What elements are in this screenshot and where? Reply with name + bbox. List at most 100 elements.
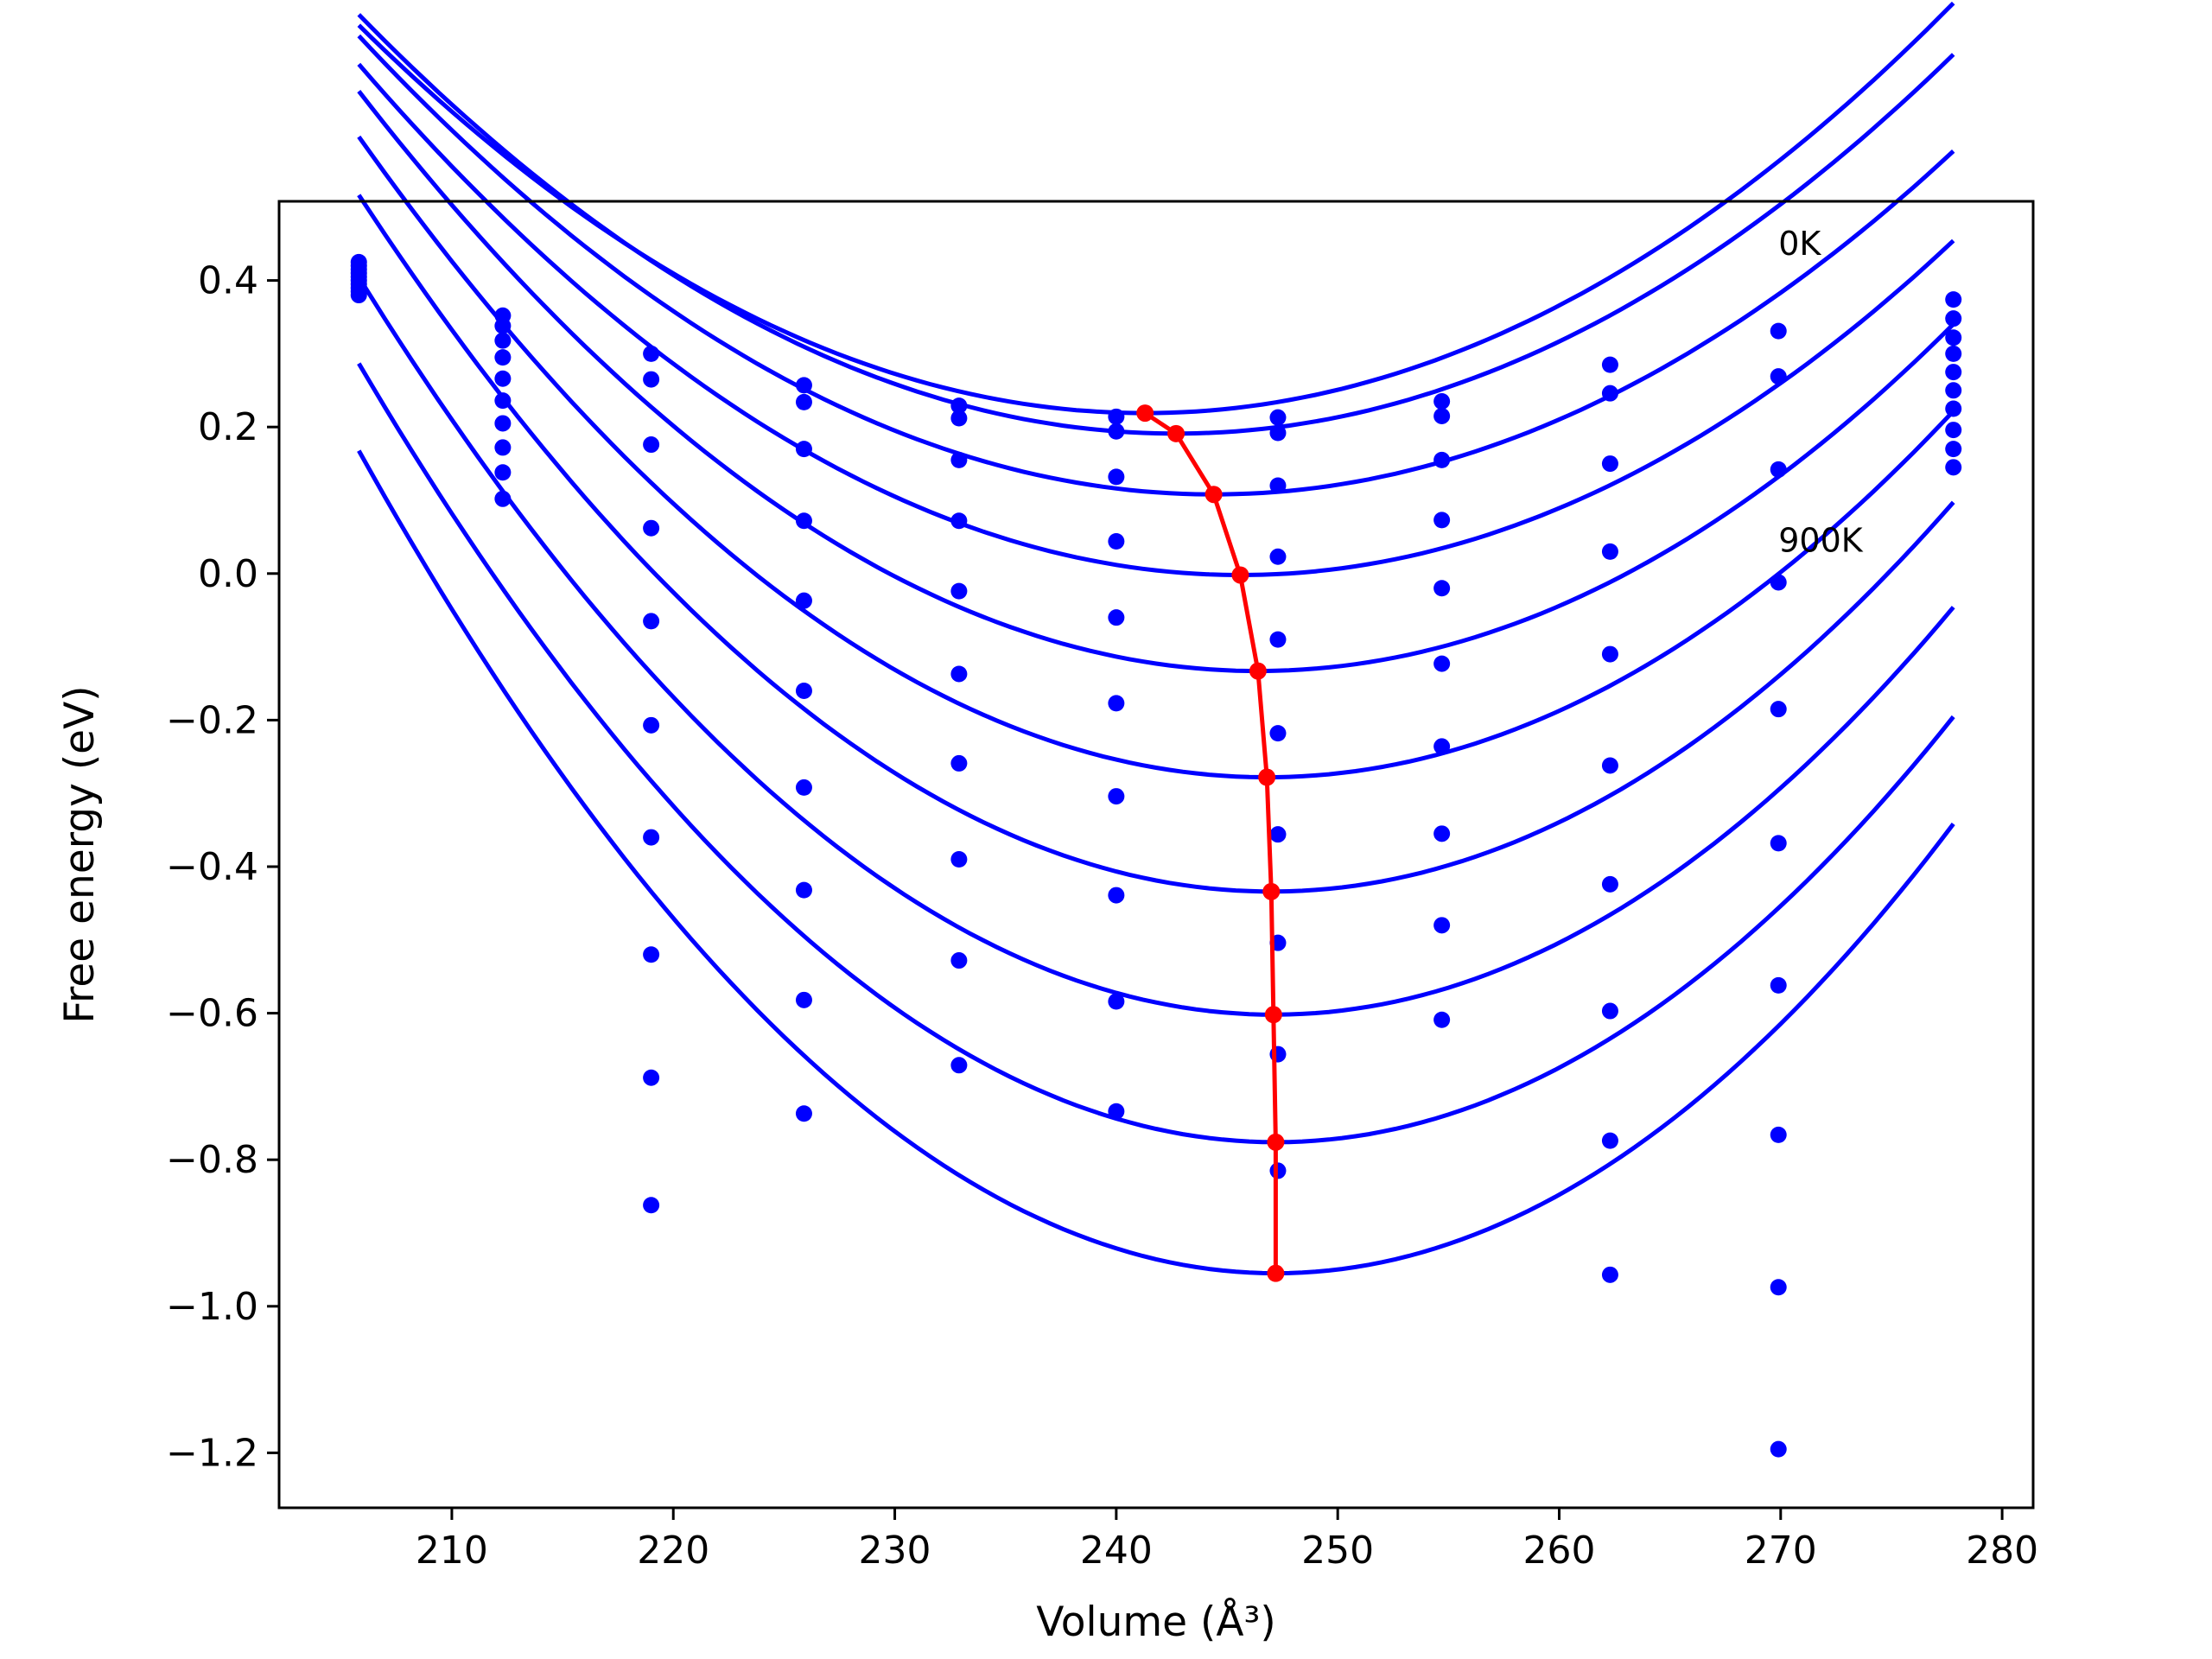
y-tick-label: 0.4 [198, 259, 258, 303]
data-point [1601, 757, 1618, 774]
data-point [950, 952, 968, 969]
minima-point [1167, 424, 1185, 442]
data-point [1601, 1266, 1618, 1283]
data-point [1269, 631, 1287, 648]
minima-point [1205, 486, 1223, 504]
data-point [795, 682, 812, 699]
data-point [1269, 548, 1287, 565]
data-point [1108, 695, 1125, 712]
data-point [1269, 1162, 1287, 1179]
data-point [1108, 993, 1125, 1010]
fit-curve-4 [357, 90, 1955, 674]
data-point [1108, 1103, 1125, 1120]
minima-point [1258, 768, 1276, 786]
data-point [1269, 826, 1287, 843]
data-point [950, 512, 968, 530]
x-tick-label: 240 [1080, 1529, 1153, 1573]
data-point [1433, 655, 1451, 672]
data-point [1770, 835, 1787, 852]
data-point [350, 287, 367, 304]
data-point [494, 332, 512, 349]
data-point [1770, 976, 1787, 994]
minima-point [1264, 1006, 1282, 1024]
annotation-label: 900K [1778, 521, 1864, 559]
y-axis-label: Free energy (eV) [56, 685, 104, 1023]
data-point [643, 946, 660, 963]
data-point [1108, 468, 1125, 486]
y-tick-label: −1.2 [166, 1431, 258, 1475]
data-point [1601, 385, 1618, 402]
data-point [1601, 1132, 1618, 1149]
data-point [1108, 423, 1125, 440]
data-point [643, 1069, 660, 1086]
fit-curve-9 [357, 449, 1955, 1276]
data-point [1945, 422, 1962, 439]
x-axis-label: Volume (Å³) [1036, 1599, 1275, 1646]
x-tick-label: 280 [1966, 1529, 2038, 1573]
data-point [795, 393, 812, 410]
data-point [1601, 645, 1618, 663]
data-point [1108, 609, 1125, 626]
y-tick-label: 0.0 [198, 552, 258, 596]
minima-point [1267, 1264, 1285, 1282]
data-point [1269, 409, 1287, 426]
data-point [643, 613, 660, 630]
data-point [795, 779, 812, 796]
data-point [643, 519, 660, 537]
y-tick-label: −0.4 [166, 845, 258, 889]
data-point [1945, 382, 1962, 399]
data-point [1601, 543, 1618, 560]
data-point [1945, 364, 1962, 381]
x-axis-ticks: 210 220 230 240 250 260 270 280 [416, 1508, 2038, 1573]
data-point [795, 592, 812, 609]
data-point [950, 410, 968, 427]
x-tick-label: 230 [859, 1529, 931, 1573]
minima-point [1249, 662, 1267, 680]
data-point [1601, 1002, 1618, 1020]
data-point [494, 317, 512, 334]
data-point [1945, 400, 1962, 417]
data-point [643, 345, 660, 362]
data-point [1269, 725, 1287, 742]
x-tick-label: 210 [416, 1529, 488, 1573]
data-point [494, 349, 512, 366]
data-point [1108, 788, 1125, 805]
data-point [950, 665, 968, 683]
data-point [795, 1105, 812, 1122]
data-point [1433, 407, 1451, 424]
data-point [950, 397, 968, 415]
data-point [1945, 441, 1962, 458]
fit-curve-3 [357, 62, 1955, 578]
data-point [1269, 477, 1287, 494]
data-point [1770, 322, 1787, 340]
y-tick-label: 0.2 [198, 405, 258, 449]
data-point [1433, 393, 1451, 410]
data-point [494, 464, 512, 481]
data-point [494, 370, 512, 387]
fit-curve-7 [357, 276, 1955, 1017]
fit-curve-0 [357, 1, 1955, 416]
data-point [1433, 917, 1451, 934]
minima-curve [1136, 404, 1285, 1282]
data-point [1433, 738, 1451, 755]
data-point [795, 512, 812, 530]
data-point [1770, 701, 1787, 718]
minima-point [1231, 566, 1249, 584]
minima-point [1262, 882, 1281, 900]
data-point [1108, 408, 1125, 425]
data-point [1770, 1126, 1787, 1143]
annotations: 0K 900K [1778, 225, 1864, 559]
data-point [643, 1197, 660, 1214]
data-point [1108, 532, 1125, 550]
data-point [795, 377, 812, 394]
data-point [643, 371, 660, 388]
fit-curves [357, 1, 1955, 1276]
fit-curve-6 [357, 194, 1955, 894]
data-point [1770, 1440, 1787, 1458]
data-point [1770, 368, 1787, 385]
data-point [795, 991, 812, 1008]
data-point [494, 392, 512, 410]
data-point [795, 881, 812, 899]
x-tick-label: 270 [1745, 1529, 1817, 1573]
